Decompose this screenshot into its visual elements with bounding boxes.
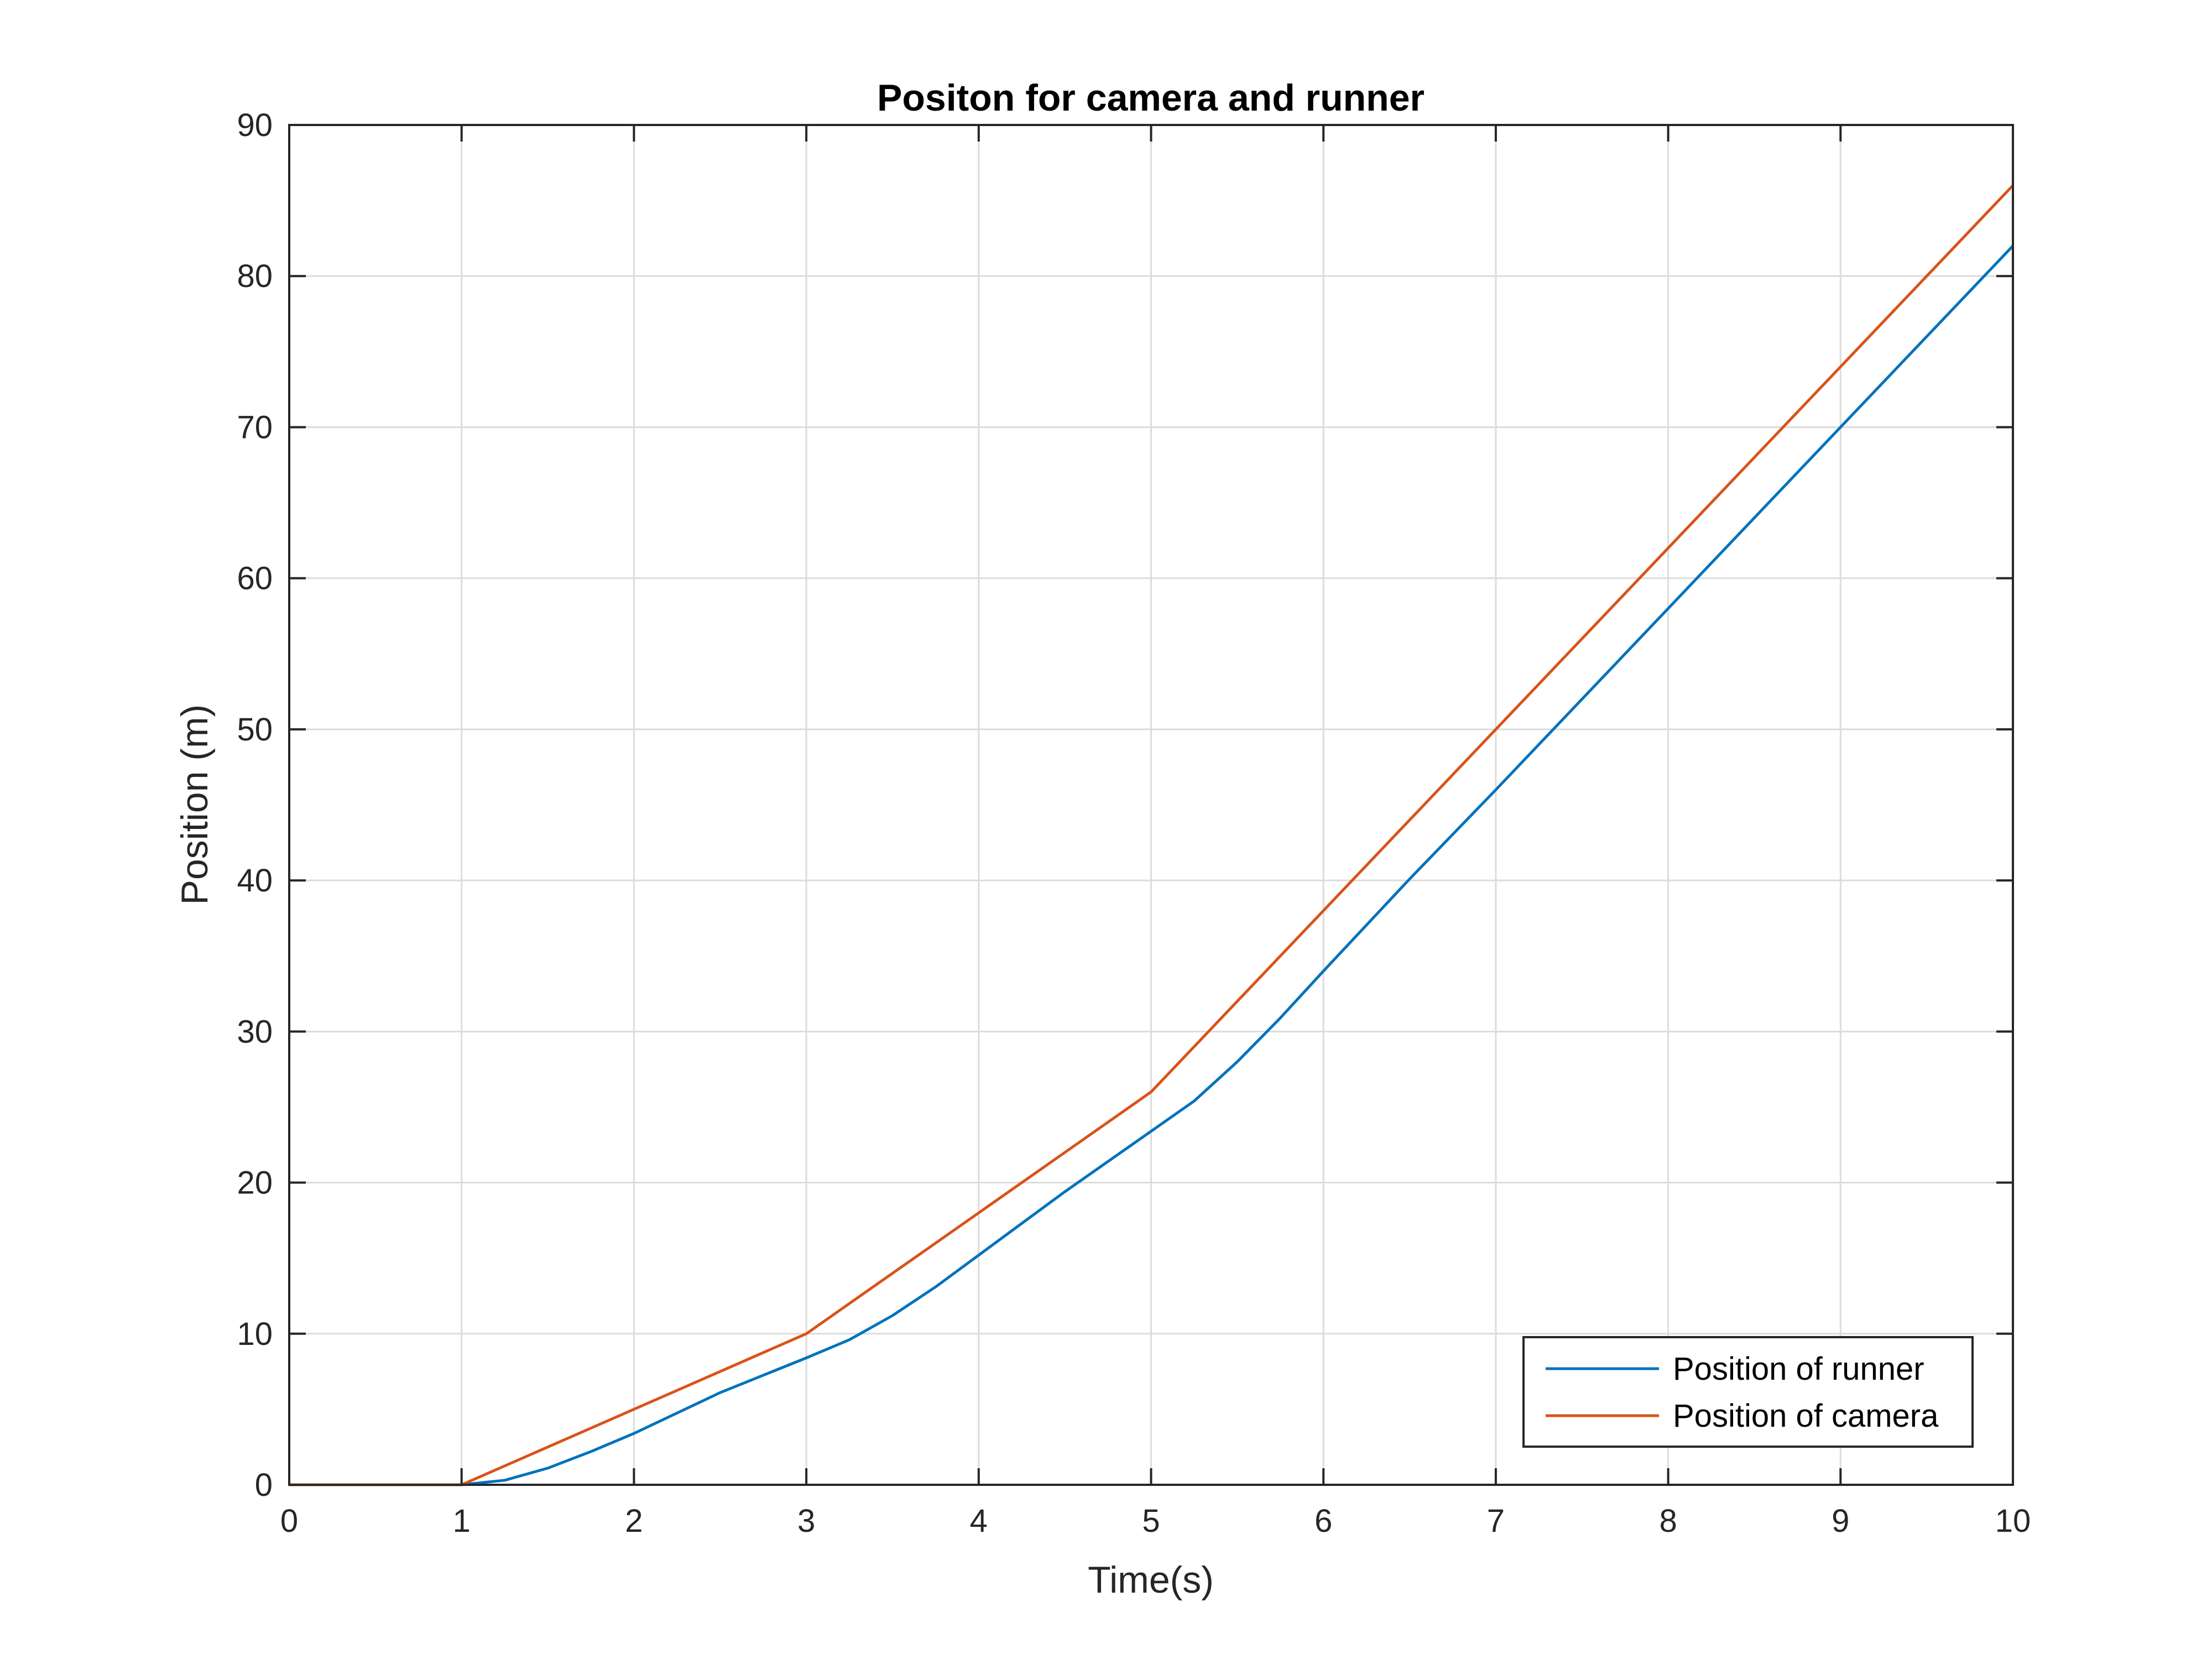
x-tick-label: 5 [1142,1503,1160,1539]
legend: Position of runner Position of camera [1522,1336,1974,1448]
x-tick-label: 8 [1659,1503,1677,1539]
ticks [288,124,2014,1486]
y-tick-label: 50 [237,712,273,748]
y-tick-label: 10 [237,1316,273,1352]
y-tick-label: 80 [237,258,273,294]
x-axis-label: Time(s) [1088,1559,1214,1601]
chart-title: Positon for camera and runner [877,77,1425,119]
legend-label-camera: Position of camera [1673,1398,1939,1434]
y-tick-label: 30 [237,1014,273,1050]
legend-box [1522,1336,1974,1448]
y-tick-label: 40 [237,863,273,899]
x-tick-label: 7 [1487,1503,1505,1539]
y-tick-label: 20 [237,1165,273,1201]
y-tick-label: 0 [255,1467,273,1503]
tick-labels: 0 1 2 3 4 5 6 7 8 9 10 0 10 20 30 40 50 60 70 80 90 [237,107,2031,1539]
x-tick-label: 0 [280,1503,298,1539]
x-tick-label: 2 [625,1503,643,1539]
x-tick-label: 9 [1832,1503,1849,1539]
y-tick-label: 70 [237,409,273,445]
x-tick-label: 4 [970,1503,988,1539]
x-tick-label: 1 [453,1503,471,1539]
y-axis-label: Position (m) [174,705,216,905]
y-tick-label: 90 [237,107,273,143]
runner-position-line [289,244,2014,1486]
x-tick-label: 3 [797,1503,815,1539]
x-tick-label: 10 [1995,1503,2031,1539]
x-tick-label: 6 [1314,1503,1332,1539]
y-tick-label: 60 [237,561,273,597]
legend-label-runner: Position of runner [1673,1351,1924,1387]
